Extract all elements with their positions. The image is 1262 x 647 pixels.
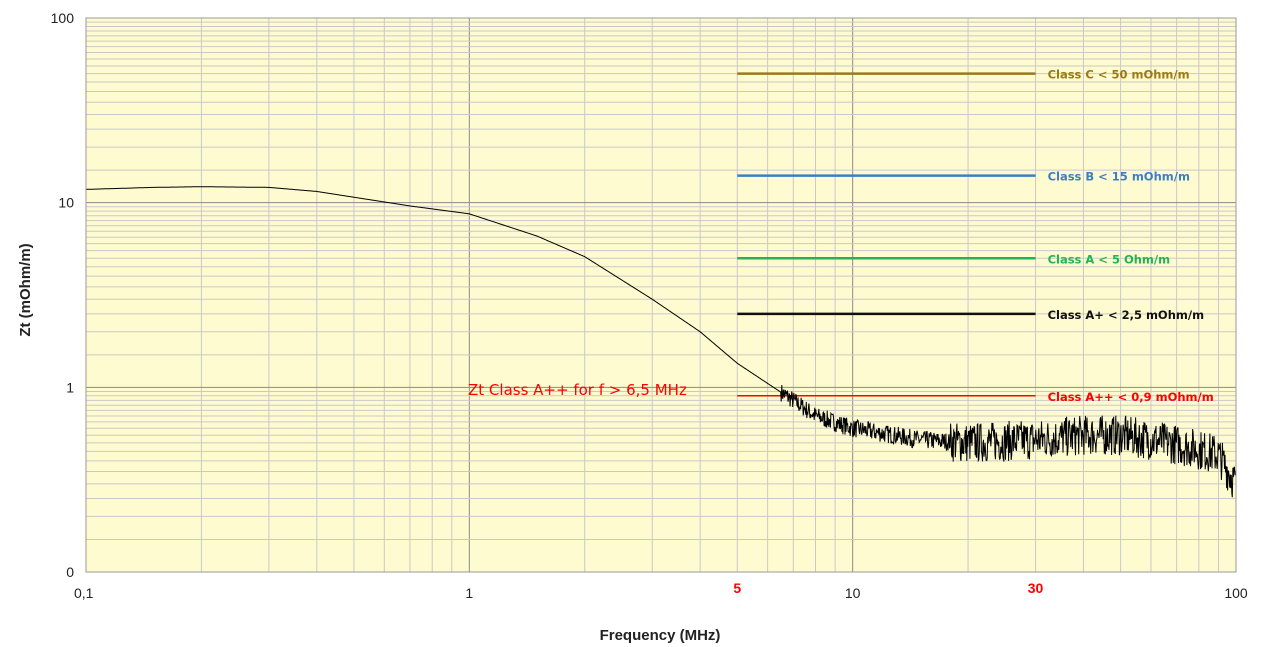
limit-label: Class A+ < 2,5 mOhm/m [1048, 308, 1205, 322]
plot-frame [85, 17, 1237, 573]
measured-impedance-line [86, 186, 1237, 498]
y-tick-label: 1 [66, 379, 74, 395]
class-limit-lines: Class C < 50 mOhm/m Class B < 15 mOhm/m Cl… [737, 68, 1214, 404]
grid-lines [85, 18, 1236, 573]
x-tick-label: 100 [1224, 585, 1248, 601]
y-axis-ticks: 0 1 10 100 [51, 10, 75, 580]
x-axis-ticks: 0,1 1 10 100 5 30 [74, 580, 1248, 601]
limit-label: Class A++ < 0,9 mOhm/m [1048, 390, 1214, 404]
plot-area [86, 18, 1236, 572]
limit-label: Class B < 15 mOhm/m [1048, 170, 1190, 184]
annotation-text: Zt Class A++ for f > 6,5 MHz [468, 381, 687, 399]
x-axis-title: Frequency (MHz) [600, 627, 721, 644]
x-highlight-tick-label: 30 [1028, 580, 1044, 596]
limit-label: Class C < 50 mOhm/m [1048, 68, 1190, 82]
y-tick-label: 100 [51, 10, 75, 26]
x-tick-label: 1 [465, 585, 473, 601]
y-axis-title: Zt (mOhm/m) [17, 243, 34, 336]
y-tick-label: 0 [66, 564, 74, 580]
limit-label: Class A < 5 Ohm/m [1048, 252, 1171, 266]
x-tick-label: 10 [845, 585, 861, 601]
y-tick-label: 10 [58, 195, 74, 211]
x-tick-label: 0,1 [74, 585, 94, 601]
x-highlight-tick-label: 5 [733, 580, 741, 596]
